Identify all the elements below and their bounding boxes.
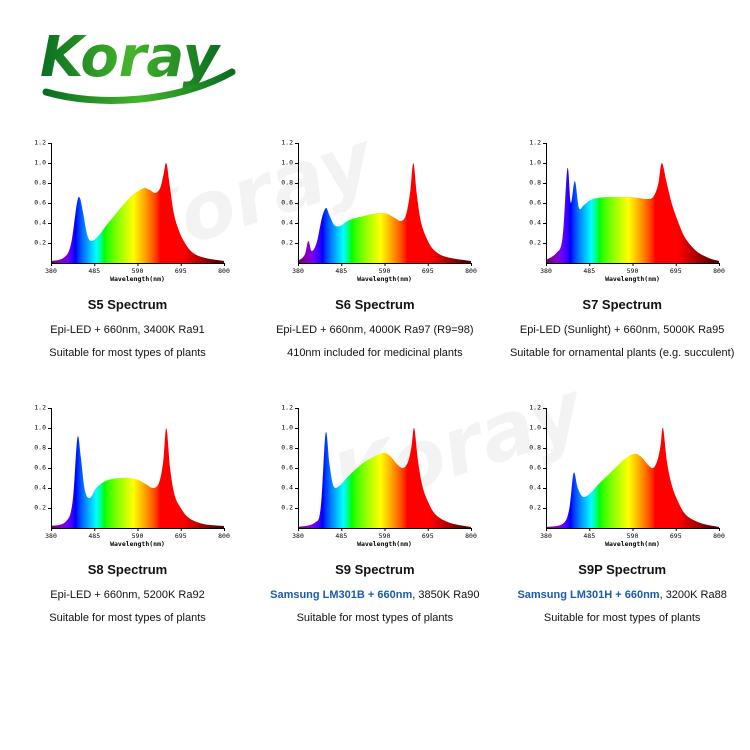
spectrum-panel-s7: S7 Spectrum Epi-LED (Sunlight) + 660nm, … xyxy=(499,135,746,370)
spectrum-panel-s9: S9 Spectrum Samsung LM301B + 660nm, 3850… xyxy=(251,400,498,635)
chart-desc-2: Suitable for most types of plants xyxy=(543,612,701,624)
s6-spectrum-chart xyxy=(272,135,478,285)
koray-logo: Koray xyxy=(26,12,256,117)
chart-desc-2: 410nm included for medicinal plants xyxy=(287,347,463,359)
chart-desc-2: Suitable for most types of plants xyxy=(49,612,206,624)
chart-desc-rest: Epi-LED (Sunlight) + 660nm, 5000K Ra95 xyxy=(519,324,725,336)
chart-desc-highlight: Samsung LM301B + 660nm xyxy=(270,589,413,601)
chart-title: S9 Spectrum xyxy=(335,562,415,577)
chart-title: S8 Spectrum xyxy=(87,562,168,577)
chart-desc-2: Suitable for most types of plants xyxy=(49,347,206,359)
spectrum-panel-s8: S8 Spectrum Epi-LED + 660nm, 5200K Ra92 … xyxy=(4,400,251,635)
spectrum-panel-s5: S5 Spectrum Epi-LED + 660nm, 3400K Ra91 … xyxy=(4,135,251,370)
chart-title: S7 Spectrum xyxy=(582,297,662,312)
spectrum-grid: S5 Spectrum Epi-LED + 660nm, 3400K Ra91 … xyxy=(4,135,746,635)
spectrum-panel-s9p: S9P Spectrum Samsung LM301H + 660nm, 320… xyxy=(499,400,746,635)
s7-spectrum-chart xyxy=(519,135,725,285)
chart-title: S6 Spectrum xyxy=(335,297,415,312)
chart-desc-rest: Epi-LED + 660nm, 4000K Ra97 (R9=98) xyxy=(276,324,474,336)
chart-desc-rest: Epi-LED + 660nm, 5200K Ra92 xyxy=(50,589,205,601)
s5-spectrum-chart xyxy=(25,135,230,285)
chart-desc-rest: Epi-LED + 660nm, 3400K Ra91 xyxy=(50,324,205,336)
chart-desc-rest: , 3200K Ra88 xyxy=(659,589,727,601)
logo-text: Koray xyxy=(40,25,221,90)
chart-desc-1: Samsung LM301H + 660nm, 3200K Ra88 xyxy=(517,589,726,601)
chart-desc-1: Epi-LED + 660nm, 4000K Ra97 (R9=98) xyxy=(276,324,474,336)
chart-desc-1: Epi-LED + 660nm, 3400K Ra91 xyxy=(50,324,204,336)
chart-desc-1: Samsung LM301B + 660nm, 3850K Ra90 xyxy=(270,589,479,601)
chart-desc-rest: , 3850K Ra90 xyxy=(412,589,480,601)
chart-desc-highlight: Samsung LM301H + 660nm xyxy=(517,589,660,601)
chart-title: S5 Spectrum xyxy=(87,297,168,312)
koray-logo-svg: Koray xyxy=(40,25,236,104)
chart-desc-2: Suitable for ornamental plants (e.g. suc… xyxy=(509,347,735,359)
logo-underline-swoosh xyxy=(42,68,236,104)
chart-desc-2: Suitable for most types of plants xyxy=(296,612,454,624)
chart-desc-1: Epi-LED + 660nm, 5200K Ra92 xyxy=(50,589,204,601)
chart-title: S9P Spectrum xyxy=(578,562,667,577)
spectrum-panel-s6: S6 Spectrum Epi-LED + 660nm, 4000K Ra97 … xyxy=(251,135,498,370)
s9p-spectrum-chart xyxy=(519,400,725,550)
chart-desc-1: Epi-LED (Sunlight) + 660nm, 5000K Ra95 xyxy=(520,324,725,336)
s9-spectrum-chart xyxy=(272,400,478,550)
s8-spectrum-chart xyxy=(25,400,230,550)
